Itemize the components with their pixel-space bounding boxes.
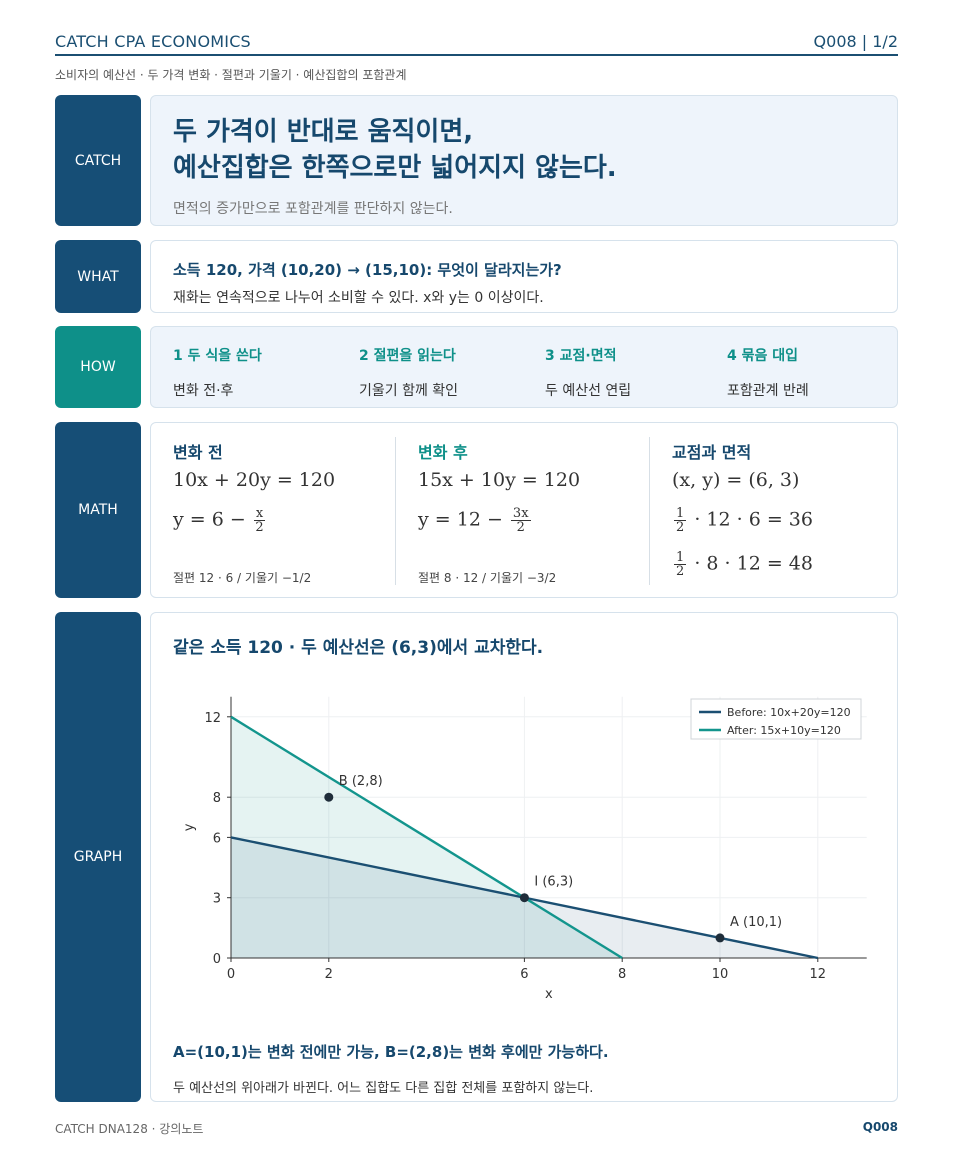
page-header: CATCH CPA ECONOMICS Q008 | 1/2: [55, 30, 898, 56]
step-title: 4 묶음 대입: [727, 348, 799, 364]
y-axis-label: y: [182, 823, 197, 831]
catch-note: 면적의 증가만으로 포함관계를 판단하지 않는다.: [173, 201, 453, 217]
y-tick-label: 8: [213, 791, 221, 806]
graph-conclusion: A=(10,1)는 변화 전에만 가능, B=(2,8)는 변화 후에만 가능하…: [173, 1043, 609, 1061]
math-cross-eq1: (x, y) = (6, 3): [672, 469, 800, 491]
after-budget-line: [230, 715, 623, 960]
y-tick-label: 0: [213, 952, 221, 967]
catch-headline-line2: 예산집합은 한쪽으로만 넓어지지 않는다.: [173, 153, 617, 183]
bundle-point: [519, 893, 529, 903]
step-title: 1 두 식을 쓴다: [173, 348, 262, 364]
how-step-1: 1 두 식을 쓴다 변화 전·후: [173, 345, 262, 400]
graph-explanation: 두 예산선의 위아래가 바뀐다. 어느 집합도 다른 집합 전체를 포함하지 않…: [173, 1081, 594, 1096]
eq-left: y = 6 −: [173, 508, 246, 531]
bundle-point: [324, 792, 334, 802]
topic-subtitle: 소비자의 예산선 · 두 가격 변화 · 절편과 기울기 · 예산집합의 포함관…: [55, 68, 407, 82]
how-card: 1 두 식을 쓴다 변화 전·후 2 절편을 읽는다 기울기 함께 확인 3 교…: [150, 326, 898, 408]
x-tick-label: 12: [810, 967, 827, 982]
question-number: Q008 | 1/2: [813, 32, 898, 51]
legend-label: Before: 10x+20y=120: [727, 706, 851, 719]
graph-title: 같은 소득 120 · 두 예산선은 (6,3)에서 교차한다.: [173, 638, 544, 658]
math-divider: [395, 437, 396, 585]
how-step-2: 2 절편을 읽는다 기울기 함께 확인: [359, 345, 458, 400]
math-cross-heading: 교점과 면적: [672, 443, 752, 462]
chart-legend: [690, 698, 862, 740]
bundle-point-label: B (2,8): [339, 774, 383, 789]
math-after-eq2: y = 12 − 3x 2: [418, 507, 533, 534]
step-desc: 기울기 함께 확인: [359, 383, 459, 399]
bundle-point-label: I (6,3): [534, 875, 573, 890]
bundle-point-label: A (10,1): [730, 915, 782, 930]
what-card: 소득 120, 가격 (10,20) → (15,10): 무엇이 달라지는가?…: [150, 240, 898, 313]
what-question: 소득 120, 가격 (10,20) → (15,10): 무엇이 달라지는가?: [173, 261, 562, 279]
how-step-4: 4 묶음 대입 포함관계 반례: [727, 345, 809, 400]
eq-left: y = 12 −: [418, 508, 503, 531]
math-after-note: 절편 8 · 12 / 기울기 −3/2: [418, 571, 557, 585]
x-tick-label: 10: [712, 967, 729, 982]
step-title: 3 교점·면적: [545, 348, 617, 364]
x-tick-label: 6: [520, 967, 528, 982]
label-what: WHAT: [55, 240, 141, 313]
x-tick-label: 0: [227, 967, 235, 982]
catch-card: 두 가격이 반대로 움직이면, 예산집합은 한쪽으로만 넓어지지 않는다. 면적…: [150, 95, 898, 226]
math-after-heading: 변화 후: [418, 443, 468, 462]
x-axis-label: x: [545, 987, 553, 1002]
y-tick-label: 3: [213, 892, 221, 907]
y-tick-label: 6: [213, 831, 221, 846]
catch-headline: 두 가격이 반대로 움직이면, 예산집합은 한쪽으로만 넓어지지 않는다.: [173, 114, 617, 186]
eq-rest: · 8 · 12 = 48: [694, 552, 813, 575]
x-tick-label: 8: [618, 967, 626, 982]
graph-card: 같은 소득 120 · 두 예산선은 (6,3)에서 교차한다. 0 2 6 8 10 1…: [150, 612, 898, 1102]
legend-label: After: 15x+10y=120: [727, 724, 841, 737]
eq-rest: · 12 · 6 = 36: [694, 508, 813, 531]
how-step-3: 3 교점·면적 두 예산선 연립: [545, 345, 631, 400]
math-after: 변화 후 15x + 10y = 120 y = 12 − 3x 2 절편 8 ·…: [418, 423, 648, 598]
math-before-eq1: 10x + 20y = 120: [173, 469, 336, 491]
footer-source: CATCH DNA128 · 강의노트: [55, 1122, 204, 1136]
label-graph: GRAPH: [55, 612, 141, 1102]
fraction: 3x 2: [510, 506, 531, 535]
catch-headline-line1: 두 가격이 반대로 움직이면,: [173, 117, 474, 147]
bundle-point: [715, 933, 725, 943]
brand-title: CATCH CPA ECONOMICS: [55, 32, 251, 51]
label-math: MATH: [55, 422, 141, 598]
math-before-note: 절편 12 · 6 / 기울기 −1/2: [173, 571, 312, 585]
math-after-eq1: 15x + 10y = 120: [418, 469, 581, 491]
step-title: 2 절편을 읽는다: [359, 348, 456, 364]
budget-line-chart: 0 2 6 8 10 12 0 3 6 8 12 x y B (2,8) I (6,3) A (10,1) Be…: [182, 696, 867, 1002]
label-how: HOW: [55, 326, 141, 408]
y-tick-label: 12: [204, 711, 221, 726]
what-description: 재화는 연속적으로 나누어 소비할 수 있다. x와 y는 0 이상이다.: [173, 290, 544, 306]
step-desc: 두 예산선 연립: [545, 383, 632, 399]
math-divider: [649, 437, 650, 585]
step-desc: 변화 전·후: [173, 383, 234, 399]
step-desc: 포함관계 반례: [727, 383, 809, 399]
math-before-heading: 변화 전: [173, 443, 223, 462]
x-tick-label: 2: [325, 967, 333, 982]
label-catch: CATCH: [55, 95, 141, 226]
after-budget-set-area: [231, 716, 623, 958]
footer-qnum: Q008: [862, 1120, 898, 1134]
